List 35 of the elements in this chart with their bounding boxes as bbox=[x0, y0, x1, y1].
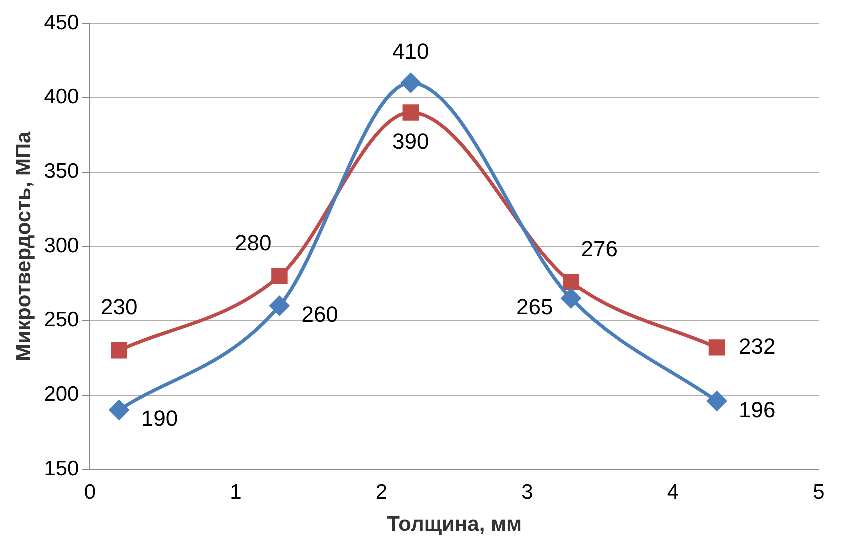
y-tick-label: 450 bbox=[44, 11, 80, 34]
point bbox=[402, 104, 420, 121]
x-axis-title: Толщина, мм bbox=[387, 513, 522, 536]
y-tick-label: 200 bbox=[44, 383, 80, 406]
point bbox=[707, 391, 727, 411]
y-tick-label: 250 bbox=[44, 308, 80, 332]
point bbox=[563, 274, 580, 290]
y-tick-label: 300 bbox=[44, 234, 80, 258]
data-label: 280 bbox=[234, 230, 272, 256]
point bbox=[272, 268, 288, 284]
point bbox=[110, 400, 130, 420]
y-tick-label: 150 bbox=[44, 457, 80, 480]
point bbox=[270, 296, 290, 316]
point bbox=[561, 288, 581, 308]
point bbox=[111, 342, 128, 359]
x-tick-label: 0 bbox=[84, 480, 96, 504]
y-tick-label: 400 bbox=[44, 86, 80, 109]
x-tick-label: 2 bbox=[376, 480, 388, 504]
data-label: 265 bbox=[516, 294, 554, 320]
data-label: 260 bbox=[302, 302, 338, 328]
data-label: 232 bbox=[738, 334, 776, 359]
data-label: 190 bbox=[141, 406, 178, 432]
data-label: 230 bbox=[101, 294, 138, 320]
x-tick-label: 1 bbox=[230, 480, 242, 504]
x-tick-label: 4 bbox=[667, 480, 680, 504]
x-tick-label: 5 bbox=[813, 480, 825, 504]
data-label: 276 bbox=[581, 236, 618, 262]
y-axis-title: Микротвердость, МПа bbox=[12, 131, 36, 362]
y-tick-label: 350 bbox=[44, 160, 80, 184]
data-label: 390 bbox=[392, 128, 430, 154]
point bbox=[401, 73, 421, 93]
data-label: 196 bbox=[738, 397, 776, 422]
point bbox=[708, 340, 726, 356]
data-label: 410 bbox=[392, 39, 430, 64]
x-tick-label: 3 bbox=[522, 480, 534, 504]
